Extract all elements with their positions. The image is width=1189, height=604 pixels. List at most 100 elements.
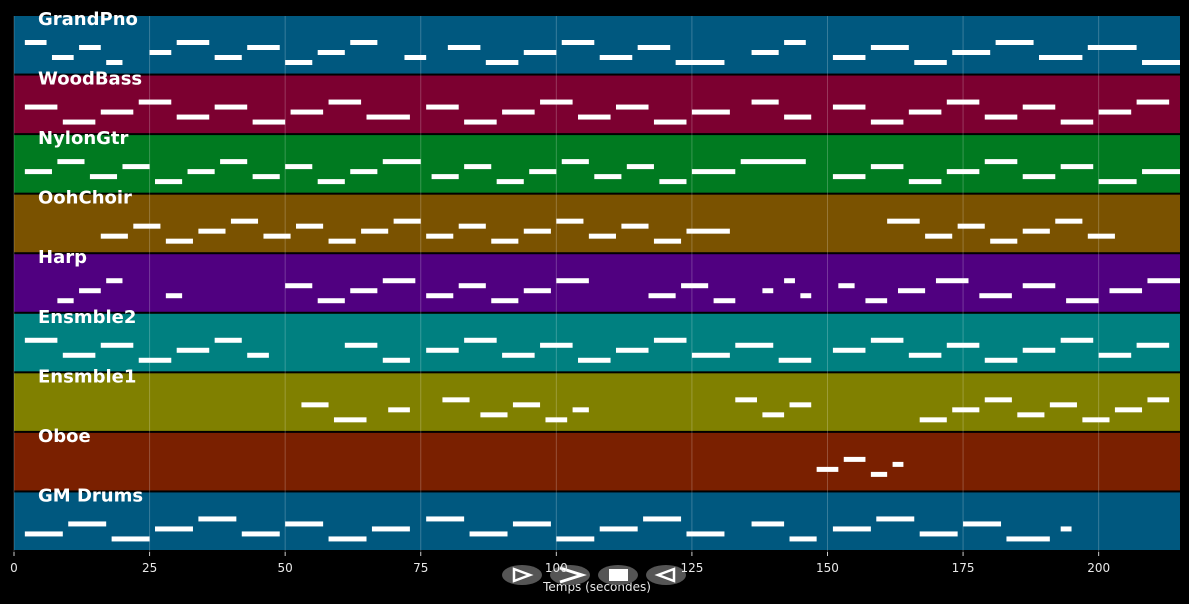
note [328,536,367,542]
note [426,516,465,522]
note [502,109,535,115]
x-tick-label: 200 [1087,561,1110,575]
note [876,516,915,522]
note [388,407,410,413]
note [138,357,172,363]
note [914,60,947,65]
note [1098,352,1132,358]
rewind-button[interactable] [646,565,686,585]
note [57,159,85,165]
note [653,119,687,125]
note [984,159,1018,165]
note [832,526,871,532]
note [263,233,291,239]
track-lane [14,75,1180,134]
x-tick-label: 0 [10,561,18,575]
note [1098,109,1132,115]
note [578,357,611,363]
note [1060,337,1094,343]
note [187,169,215,175]
note [1022,283,1056,289]
note [176,347,210,353]
note [79,45,101,50]
x-tick-label: 25 [142,561,157,575]
note [1022,228,1050,234]
note [328,99,362,105]
note [561,159,589,165]
note [62,352,96,358]
track-lane [14,254,1180,312]
note [1147,278,1180,284]
note [480,412,508,418]
note [241,531,280,537]
track-label: WoodBass [38,69,142,90]
note [653,238,682,244]
note [317,179,345,185]
note [247,45,280,50]
note [784,40,806,45]
note [431,174,459,180]
note [870,337,904,343]
note [165,238,193,244]
note [350,40,378,45]
track-lane [14,492,1180,550]
track-lane [14,432,1180,491]
note [556,278,589,284]
note [62,119,96,125]
note [214,337,242,343]
note [491,238,519,244]
note [681,283,709,289]
note [946,342,980,348]
note [89,174,118,180]
note [51,55,74,60]
x-tick-label: 150 [816,561,839,575]
note [285,164,313,170]
note [361,228,389,234]
note [523,50,557,55]
note [984,397,1012,403]
track-lane [14,194,1180,253]
forward-button[interactable] [550,565,590,585]
playback-controls [502,565,686,585]
note [464,164,492,170]
x-tick-label: 50 [278,561,293,575]
note [68,521,107,527]
note [1114,407,1143,413]
note [1017,412,1045,418]
note [333,417,367,423]
track-label: GrandPno [38,9,138,30]
stop-button[interactable] [598,565,638,585]
play-button[interactable] [502,565,542,585]
note [100,342,134,348]
note [1142,60,1180,65]
note [1022,347,1056,353]
note [106,278,123,284]
note [870,45,909,50]
note [301,402,329,408]
note [990,238,1018,244]
note [198,516,237,522]
note [919,531,958,537]
note [1060,164,1094,170]
track-label: Ensmble2 [38,307,136,328]
note [24,40,47,45]
note [176,114,210,120]
note [892,461,904,467]
note [317,298,345,304]
note [659,179,687,185]
note [1060,526,1072,532]
note [653,337,687,343]
note [594,174,622,180]
note [1142,169,1180,175]
note [1038,55,1083,60]
note [908,352,942,358]
note [317,50,345,55]
note [832,104,866,110]
note [908,109,942,115]
note [865,298,888,304]
note [198,228,226,234]
note [957,223,985,229]
note [426,347,459,353]
note [290,109,324,115]
